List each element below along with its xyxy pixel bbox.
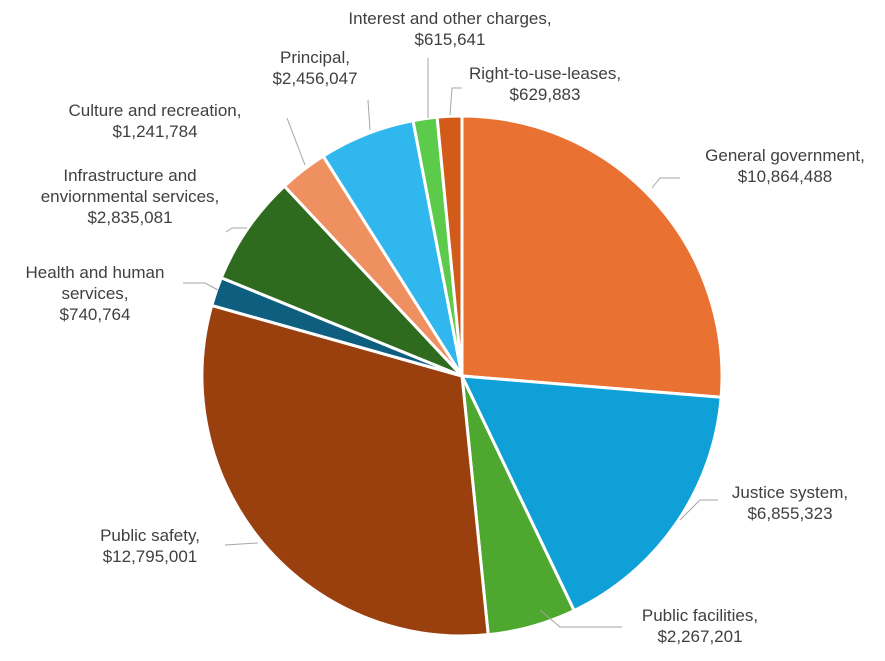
value-label: $615,641 [414, 30, 486, 49]
category-label: General government, [705, 146, 865, 165]
pie-slice [459, 374, 723, 613]
category-label: Public safety, [100, 526, 200, 545]
data-label: Justice system, $6,855,323 [710, 482, 870, 524]
leader-line [224, 542, 259, 546]
value-label: $12,795,001 [102, 547, 198, 566]
category-label: Principal, [280, 48, 350, 67]
leader-line [183, 282, 219, 291]
data-label: Public facilities, $2,267,201 [610, 605, 790, 647]
category-label: Justice system, [731, 483, 849, 502]
value-label: $2,835,081 [87, 208, 173, 227]
category-label: Infrastructure and enviornmental service… [40, 166, 220, 206]
pie-slice [219, 184, 464, 378]
leader-line [651, 177, 680, 189]
leader-line [449, 87, 462, 116]
category-label: Public facilities, [641, 606, 759, 625]
data-label: Health and human services, $740,764 [5, 262, 185, 325]
value-label: $10,864,488 [737, 167, 833, 186]
value-label: $1,241,784 [112, 122, 198, 141]
category-label: Health and human services, [25, 263, 165, 303]
data-label: Public safety, $12,795,001 [70, 525, 230, 567]
pie-slice [460, 114, 724, 399]
data-label: Right-to-use-leases, $629,883 [455, 63, 635, 105]
data-label: Infrastructure and enviornmental service… [10, 165, 250, 228]
value-label: $2,456,047 [272, 69, 358, 88]
data-label: Principal, $2,456,047 [250, 47, 380, 89]
leader-line [286, 117, 306, 166]
category-label: Culture and recreation, [68, 101, 242, 120]
value-label: $629,883 [509, 85, 581, 104]
value-label: $740,764 [59, 305, 131, 324]
value-label: $6,855,323 [747, 504, 833, 523]
leader-line [539, 609, 622, 628]
value-label: $2,267,201 [657, 627, 743, 646]
pie-slice [435, 114, 464, 377]
data-label: Culture and recreation, $1,241,784 [30, 100, 280, 142]
data-label: Interest and other charges, $615,641 [300, 8, 600, 50]
pie-slice [200, 303, 490, 638]
category-label: Interest and other charges, [348, 9, 552, 28]
category-label: Right-to-use-leases, [468, 64, 622, 83]
leader-line [367, 99, 371, 131]
leader-line [225, 227, 247, 233]
leader-line [679, 499, 718, 521]
data-label: General government, $10,864,488 [675, 145, 885, 187]
